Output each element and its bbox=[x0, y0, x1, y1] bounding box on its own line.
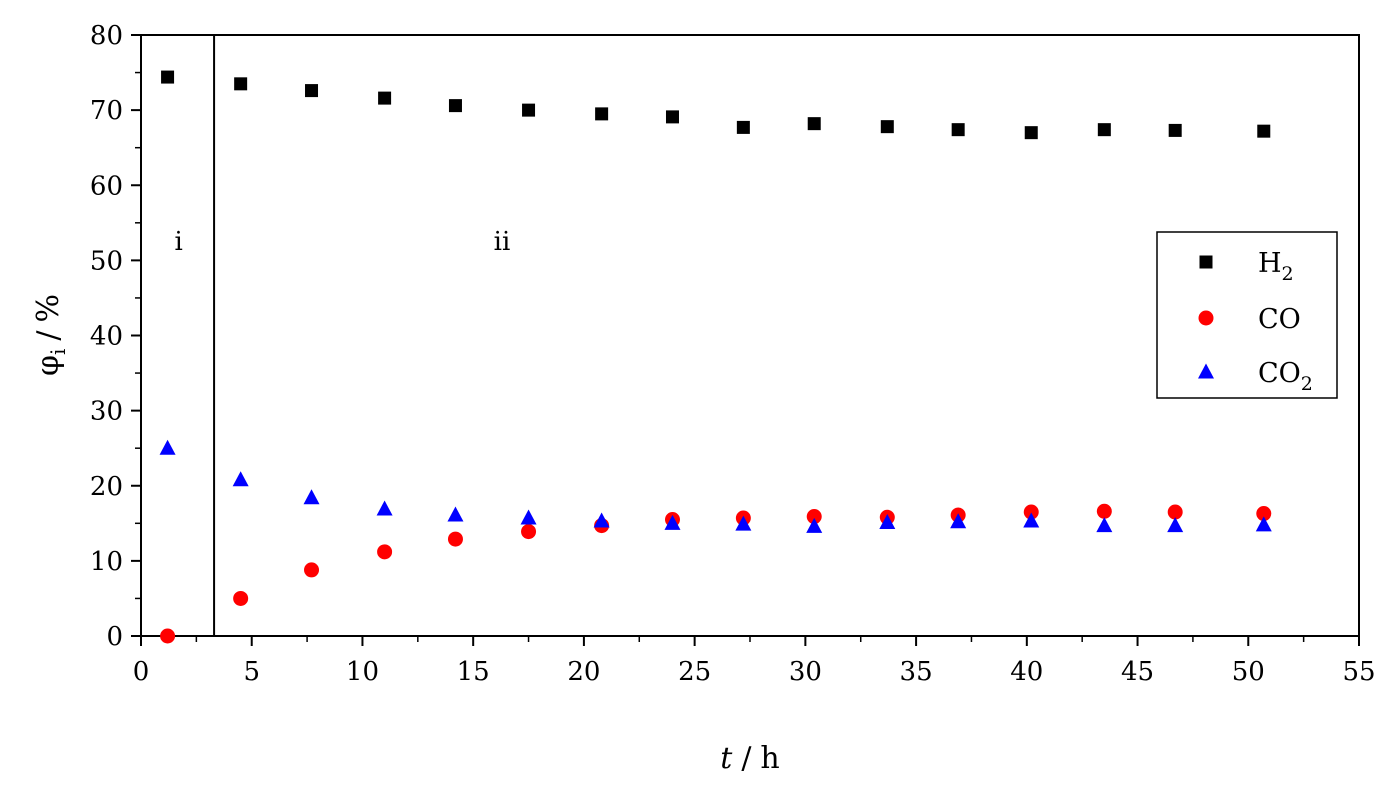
x-tick-label: 40 bbox=[1010, 657, 1043, 687]
data-point bbox=[806, 517, 823, 533]
data-point bbox=[233, 590, 249, 606]
data-point bbox=[159, 439, 176, 455]
y-tick-label: 80 bbox=[90, 21, 123, 51]
region-label-ii: ii bbox=[494, 227, 511, 257]
legend-box bbox=[1156, 231, 1338, 399]
y-tick-label: 20 bbox=[90, 472, 123, 502]
data-point bbox=[447, 531, 463, 547]
data-point bbox=[161, 70, 175, 84]
data-point bbox=[376, 500, 393, 516]
legend-items: H2 CO CO2 bbox=[1198, 248, 1313, 395]
x-tick-label: 30 bbox=[789, 657, 822, 687]
data-point bbox=[378, 91, 392, 105]
x-axis-title: t / h bbox=[720, 741, 780, 776]
data-point bbox=[377, 544, 393, 560]
data-point bbox=[447, 506, 464, 522]
data-point bbox=[304, 562, 320, 578]
y-tick-label: 30 bbox=[90, 397, 123, 427]
data-point bbox=[303, 489, 320, 505]
data-point bbox=[1255, 516, 1272, 532]
data-point bbox=[234, 77, 248, 91]
y-tick-label: 50 bbox=[90, 246, 123, 276]
data-point bbox=[520, 509, 537, 525]
legend-marker bbox=[1198, 363, 1214, 379]
y-axis-title: φi/% bbox=[31, 294, 70, 376]
region-label-i: i bbox=[174, 227, 182, 257]
legend-marker bbox=[1198, 310, 1214, 326]
x-tick-label: 10 bbox=[346, 657, 379, 687]
x-tick-label: 0 bbox=[133, 657, 150, 687]
data-point bbox=[448, 99, 462, 113]
data-point bbox=[1168, 123, 1182, 137]
y-tick-label: 0 bbox=[106, 622, 123, 652]
y-tick-label: 70 bbox=[90, 96, 123, 126]
data-point bbox=[1096, 517, 1113, 533]
legend-label: H2 bbox=[1258, 248, 1294, 285]
data-point bbox=[735, 515, 752, 531]
x-tick-label: 5 bbox=[243, 657, 260, 687]
series-h2 bbox=[161, 70, 1271, 140]
data-point bbox=[879, 514, 896, 530]
data-point bbox=[736, 120, 750, 134]
y-axis-unit: % bbox=[31, 294, 66, 323]
data-point bbox=[1024, 126, 1038, 140]
data-point bbox=[1256, 506, 1272, 522]
data-point bbox=[522, 103, 536, 117]
x-tick-label: 50 bbox=[1232, 657, 1265, 687]
data-point bbox=[950, 513, 967, 529]
legend-label: CO bbox=[1258, 304, 1301, 335]
y-axis-sub: i bbox=[46, 349, 70, 355]
data-point bbox=[595, 107, 609, 121]
y-axis-var: φ bbox=[31, 355, 66, 376]
x-tick-label: 20 bbox=[567, 657, 600, 687]
x-tick-label: 55 bbox=[1342, 657, 1375, 687]
axis-ticks: 0 5 10 15 20 25 30 35 40 45 50 55 0 10 20 30 40 50 60 70 80 bbox=[90, 21, 1376, 687]
region-labels: i ii bbox=[174, 35, 510, 636]
data-point bbox=[1167, 517, 1184, 533]
x-axis-var: t bbox=[720, 741, 733, 776]
data-point bbox=[1097, 123, 1111, 137]
data-point bbox=[1023, 512, 1040, 528]
legend-marker bbox=[1199, 255, 1213, 269]
data-point bbox=[1023, 504, 1039, 520]
x-axis-unit: h bbox=[760, 741, 779, 776]
legend-label: CO2 bbox=[1258, 358, 1313, 395]
data-point bbox=[1096, 503, 1112, 519]
y-tick-label: 60 bbox=[90, 171, 123, 201]
data-point bbox=[806, 509, 822, 525]
x-tick-label: 15 bbox=[457, 657, 490, 687]
y-tick-label: 10 bbox=[90, 547, 123, 577]
data-point bbox=[521, 524, 537, 540]
x-tick-label: 45 bbox=[1121, 657, 1154, 687]
legend: H2 CO CO2 bbox=[1156, 231, 1338, 399]
data-point bbox=[880, 120, 894, 134]
data-point bbox=[665, 110, 679, 124]
series-co bbox=[160, 503, 1272, 644]
data-point bbox=[305, 84, 319, 98]
x-tick-label: 25 bbox=[678, 657, 711, 687]
data-point bbox=[951, 123, 965, 137]
data-point bbox=[232, 471, 249, 487]
data-marks bbox=[159, 70, 1272, 644]
data-point bbox=[664, 514, 681, 530]
data-point bbox=[593, 512, 610, 528]
data-point bbox=[160, 628, 176, 644]
data-point bbox=[807, 117, 821, 131]
data-point bbox=[1167, 504, 1183, 520]
data-point bbox=[1257, 124, 1271, 138]
y-tick-label: 40 bbox=[90, 322, 123, 352]
series-co2 bbox=[159, 439, 1272, 533]
x-tick-label: 35 bbox=[900, 657, 933, 687]
